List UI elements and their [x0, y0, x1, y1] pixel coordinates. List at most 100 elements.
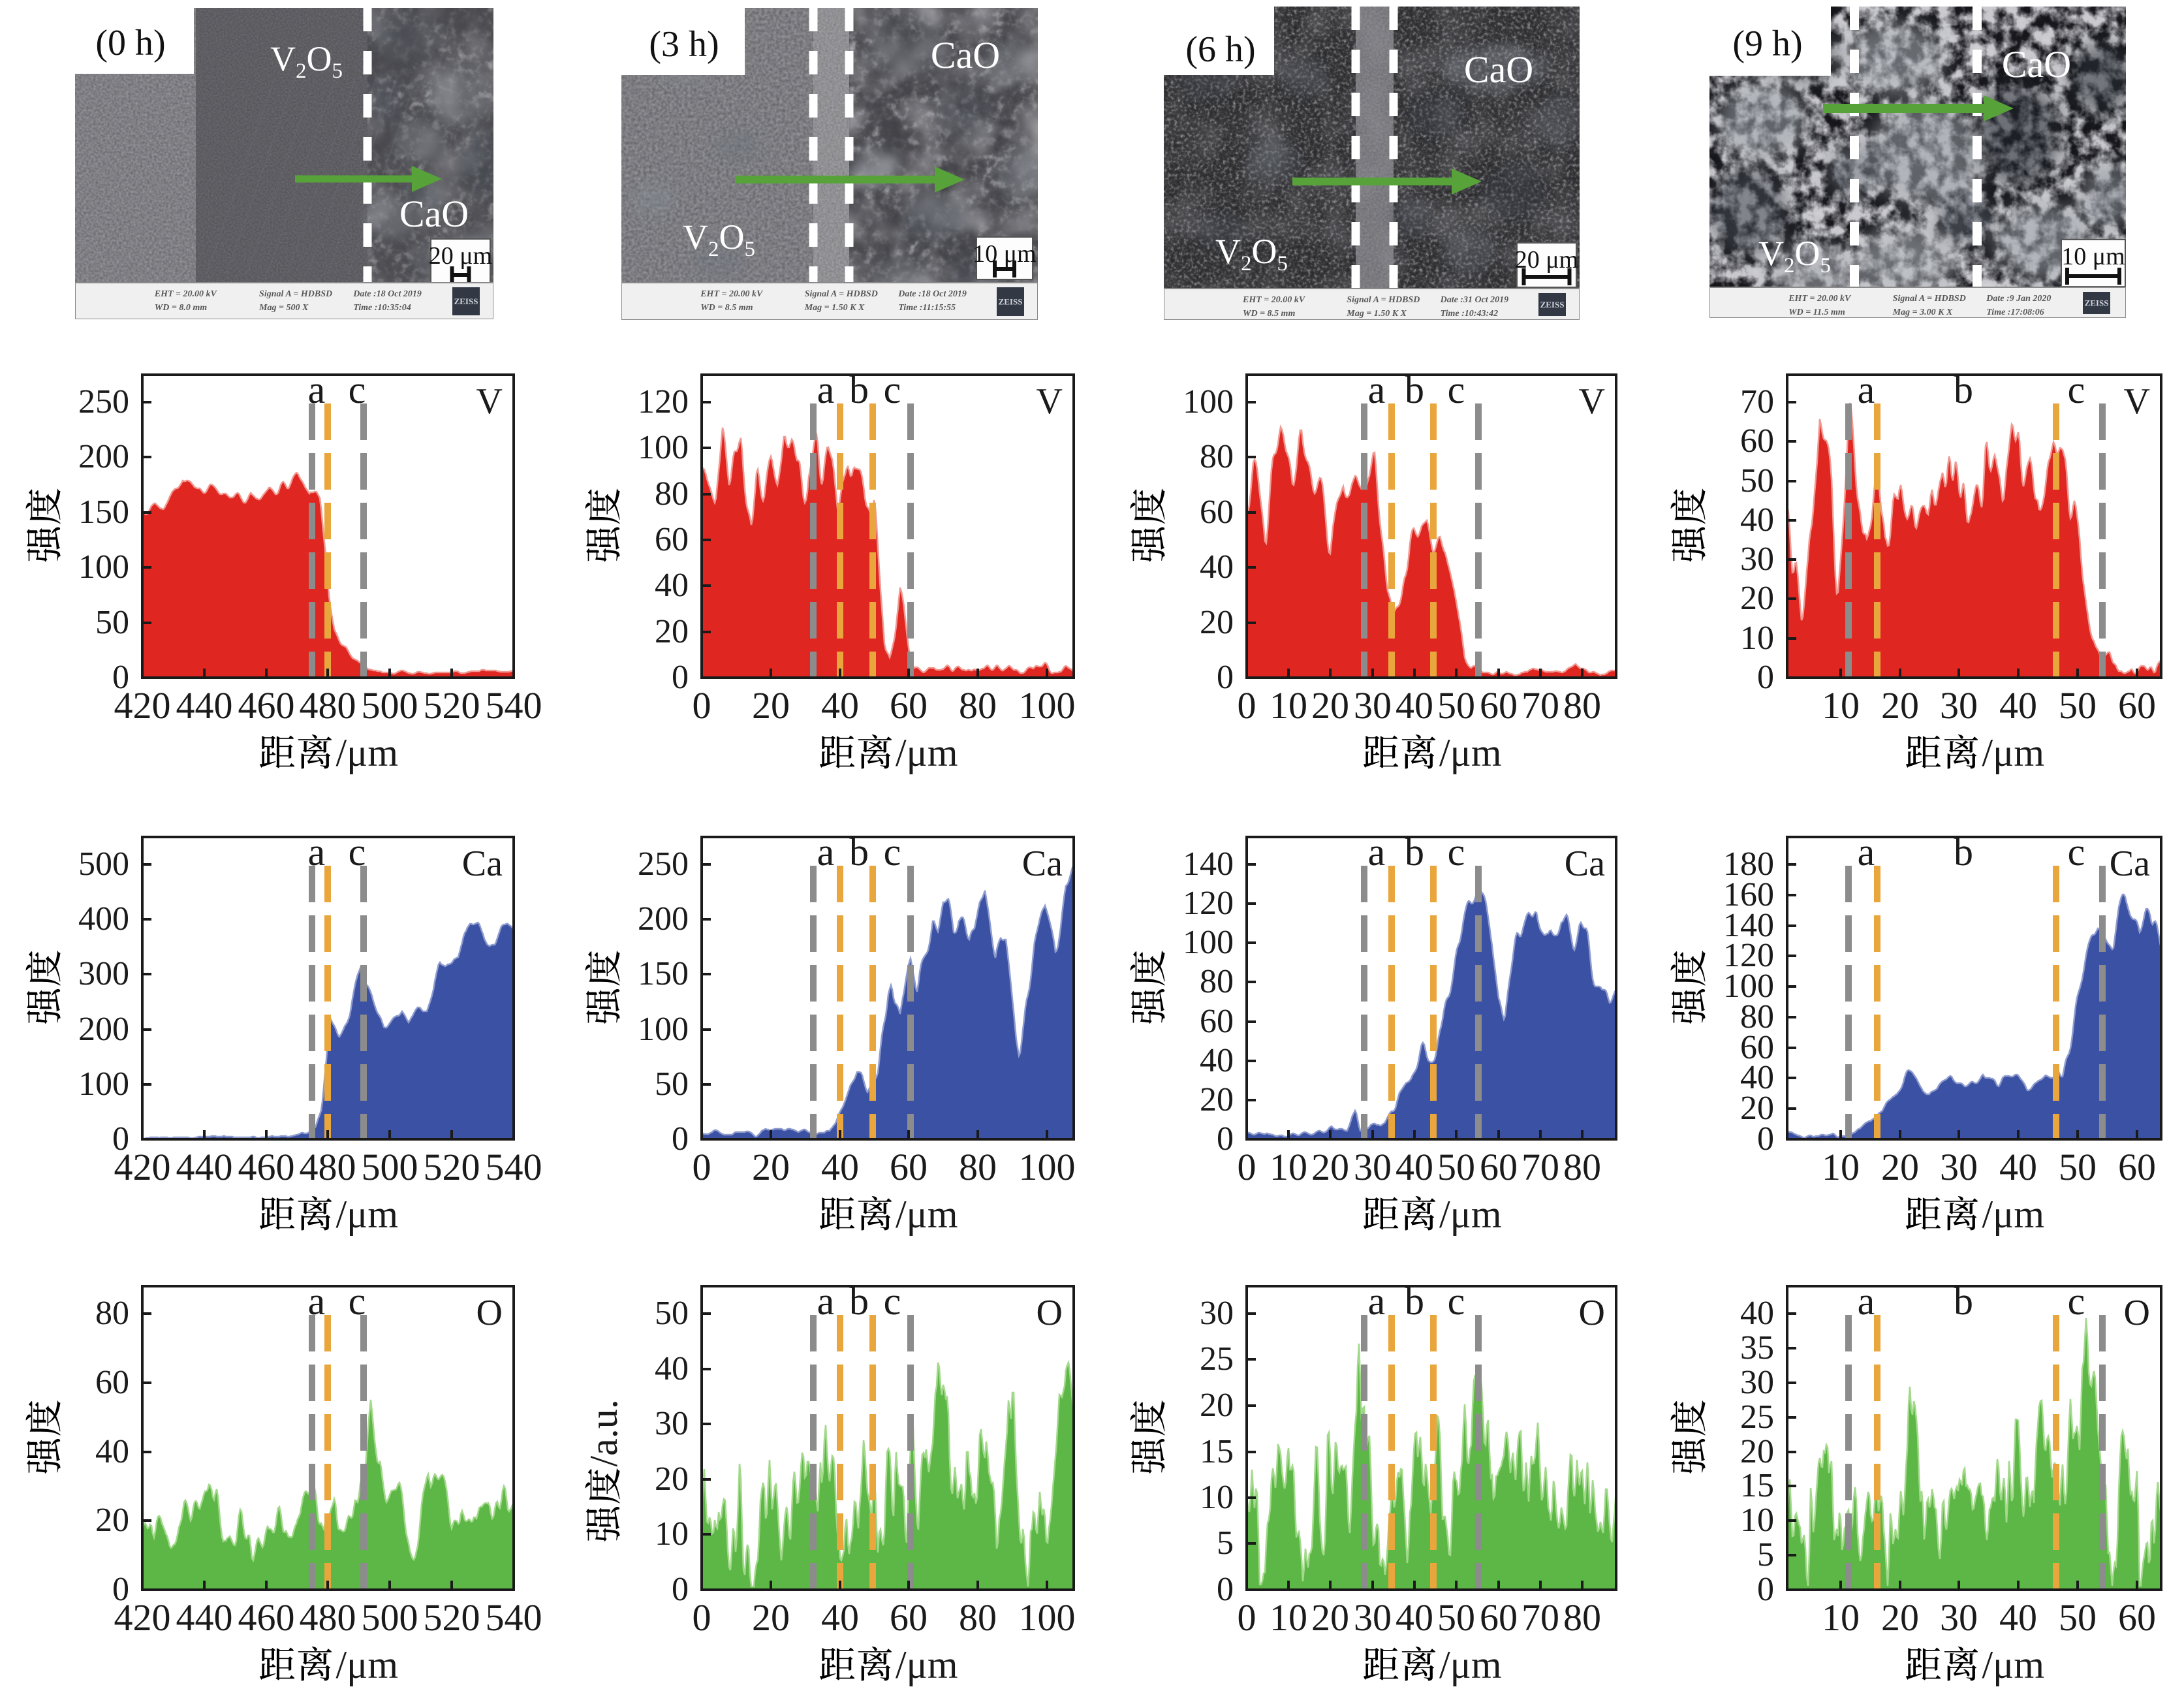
svg-text:O: O	[2124, 1293, 2150, 1333]
svg-text:50: 50	[2059, 684, 2097, 727]
svg-text:70: 70	[1521, 1146, 1559, 1188]
svg-text:480: 480	[300, 1596, 356, 1639]
svg-text:100: 100	[78, 548, 129, 586]
svg-text:0: 0	[112, 1571, 129, 1608]
svg-text:40: 40	[821, 684, 859, 727]
svg-text:Signal A = HDBSD: Signal A = HDBSD	[1893, 294, 1966, 304]
svg-text:80: 80	[1563, 684, 1601, 727]
svg-text:10: 10	[1822, 1146, 1860, 1188]
svg-text:WD = 11.5 mm: WD = 11.5 mm	[1788, 308, 1845, 317]
svg-text:160: 160	[1723, 876, 1774, 913]
svg-text:500: 500	[362, 684, 418, 727]
svg-text:Ca: Ca	[1565, 844, 1605, 884]
svg-text:Ca: Ca	[1022, 844, 1063, 884]
svg-text:20: 20	[752, 684, 790, 727]
svg-text:/μm: /μm	[1439, 1643, 1502, 1686]
svg-text:50: 50	[655, 1065, 689, 1103]
svg-text:/μm: /μm	[1439, 731, 1502, 774]
svg-text:40: 40	[1999, 1146, 2037, 1188]
svg-text:40: 40	[655, 1350, 689, 1387]
svg-text:60: 60	[890, 1146, 928, 1188]
svg-text:WD = 8.5 mm: WD = 8.5 mm	[700, 303, 753, 313]
svg-text:b: b	[1405, 830, 1424, 874]
svg-text:20: 20	[1881, 1596, 1919, 1639]
svg-text:V: V	[476, 381, 503, 422]
svg-text:20: 20	[1881, 1146, 1919, 1188]
svg-text:200: 200	[638, 900, 689, 938]
svg-text:O: O	[476, 1293, 503, 1333]
svg-text:20: 20	[1311, 1596, 1349, 1639]
svg-text:460: 460	[238, 1596, 295, 1639]
svg-text:20: 20	[1311, 1146, 1349, 1188]
svg-text:500: 500	[362, 1596, 418, 1639]
svg-text:V2O5: V2O5	[1215, 232, 1288, 276]
svg-text:140: 140	[1183, 845, 1234, 883]
svg-text:c: c	[884, 368, 901, 411]
svg-text:0: 0	[1757, 659, 1774, 696]
svg-text:40: 40	[1740, 1295, 1774, 1332]
svg-text:a: a	[1368, 1280, 1386, 1323]
svg-text:80: 80	[655, 475, 689, 513]
svg-text:60: 60	[2118, 1596, 2156, 1639]
svg-text:c: c	[349, 1280, 366, 1323]
svg-text:a: a	[308, 368, 326, 411]
svg-text:20: 20	[1311, 684, 1349, 727]
svg-text:Signal A = HDBSD: Signal A = HDBSD	[805, 289, 878, 299]
svg-text:30: 30	[1740, 1364, 1774, 1401]
svg-text:460: 460	[238, 684, 295, 727]
svg-text:10: 10	[1822, 684, 1860, 727]
svg-text:100: 100	[1183, 924, 1234, 961]
svg-text:Time :10:35:04: Time :10:35:04	[353, 303, 411, 313]
svg-text:b: b	[1954, 830, 1973, 874]
svg-text:Time :10:43:42: Time :10:43:42	[1441, 309, 1499, 319]
svg-text:100: 100	[78, 1065, 129, 1103]
svg-text:/μm: /μm	[336, 731, 399, 774]
svg-text:400: 400	[78, 900, 129, 938]
svg-text:120: 120	[1183, 885, 1234, 922]
svg-text:0: 0	[693, 1596, 711, 1639]
svg-text:80: 80	[1200, 438, 1234, 475]
svg-text:CaO: CaO	[2002, 43, 2071, 86]
svg-text:/μm: /μm	[896, 731, 958, 774]
svg-text:20: 20	[1740, 1433, 1774, 1470]
svg-text:/μm: /μm	[1982, 1643, 2045, 1686]
svg-text:30: 30	[1354, 684, 1392, 727]
svg-text:b: b	[1405, 368, 1424, 411]
svg-text:20: 20	[752, 1146, 790, 1188]
svg-text:100: 100	[1183, 383, 1234, 420]
svg-text:0: 0	[1238, 1146, 1256, 1188]
svg-text:140: 140	[1723, 907, 1774, 944]
svg-text:40: 40	[1396, 1596, 1433, 1639]
svg-text:100: 100	[1019, 1146, 1076, 1188]
svg-text:40: 40	[1200, 1042, 1234, 1079]
svg-text:Signal A = HDBSD: Signal A = HDBSD	[259, 289, 332, 299]
svg-text:0: 0	[672, 659, 689, 696]
svg-text:Date :31 Oct 2019: Date :31 Oct 2019	[1440, 295, 1509, 305]
svg-text:40: 40	[1999, 684, 2037, 727]
svg-text:420: 420	[114, 684, 171, 727]
svg-text:20: 20	[655, 1460, 689, 1498]
svg-text:/μm: /μm	[1982, 1193, 2045, 1236]
svg-text:50: 50	[2059, 1146, 2097, 1188]
svg-text:250: 250	[638, 845, 689, 883]
svg-text:100: 100	[1019, 684, 1076, 727]
svg-text:0: 0	[693, 684, 711, 727]
svg-text:0: 0	[672, 1571, 689, 1608]
svg-text:520: 520	[424, 1146, 480, 1188]
svg-text:100: 100	[1723, 968, 1774, 1005]
svg-text:/μm: /μm	[1982, 731, 2045, 774]
svg-text:480: 480	[300, 1146, 356, 1188]
svg-text:20 μm: 20 μm	[429, 242, 492, 270]
svg-text:WD = 8.5 mm: WD = 8.5 mm	[1243, 309, 1295, 319]
svg-text:V2O5: V2O5	[270, 39, 343, 83]
svg-text:20: 20	[1740, 1090, 1774, 1127]
svg-text:100: 100	[1019, 1596, 1076, 1639]
svg-text:200: 200	[78, 1011, 129, 1048]
svg-text:/μm: /μm	[336, 1193, 399, 1236]
svg-text:5: 5	[1757, 1536, 1774, 1573]
svg-text:520: 520	[424, 684, 480, 727]
svg-text:440: 440	[176, 1596, 233, 1639]
svg-text:Time :11:15:55: Time :11:15:55	[898, 303, 956, 313]
svg-text:c: c	[2068, 368, 2085, 411]
svg-text:40: 40	[1200, 548, 1234, 586]
